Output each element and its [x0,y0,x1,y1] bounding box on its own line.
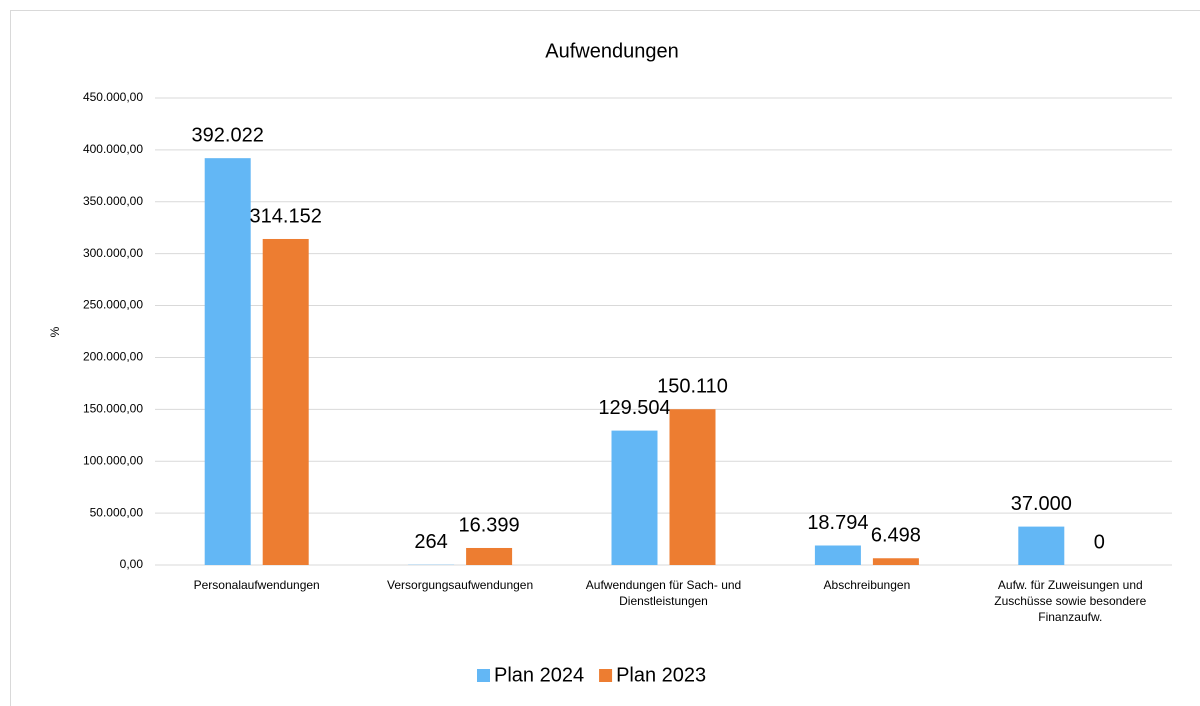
chart-border [10,10,1200,706]
x-tick-label: Aufw. für Zuweisungen und Zuschüsse sowi… [994,578,1147,624]
bar [1018,526,1065,565]
bar [814,545,861,565]
value-label: 264 [414,531,447,553]
x-tick-label: Aufwendungen für Sach- und Dienstleistun… [585,578,742,608]
y-tick-label: 100.000,00 [83,453,143,467]
x-tick-label: Personalaufwendungen [193,578,320,592]
value-label: 0 [1094,531,1105,553]
bar [204,158,251,565]
value-label: 150.110 [657,376,728,398]
legend-label: Plan 2024 [494,664,584,686]
x-tick-label: Abschreibungen [823,578,911,592]
legend-label: Plan 2023 [616,664,706,686]
y-tick-label: 0,00 [120,557,144,571]
y-tick-label: 150.000,00 [83,402,143,416]
value-label: 129.504 [598,397,670,419]
bar [872,558,919,565]
y-tick-label: 250.000,00 [83,298,143,312]
bar [611,430,658,565]
y-tick-label: 50.000,00 [90,505,144,519]
value-label: 6.498 [871,525,921,547]
y-axis-label: % [48,326,62,337]
bar [262,238,309,565]
y-tick-label: 300.000,00 [83,246,143,260]
value-label: 314.152 [250,205,322,227]
bar [466,547,513,565]
legend-swatch [477,669,490,682]
y-tick-label: 200.000,00 [83,350,143,364]
value-label: 37.000 [1011,493,1072,515]
y-tick-label: 400.000,00 [83,142,143,156]
value-label: 16.399 [459,514,520,536]
chart-title: Aufwendungen [545,40,678,62]
bar [669,409,716,565]
value-label: 18.794 [807,512,868,534]
value-label: 392.022 [192,124,264,146]
legend-swatch [599,669,613,682]
x-tick-label: Versorgungsaufwendungen [387,578,534,592]
y-tick-label: 450.000,00 [83,90,143,104]
y-tick-label: 350.000,00 [83,194,143,208]
